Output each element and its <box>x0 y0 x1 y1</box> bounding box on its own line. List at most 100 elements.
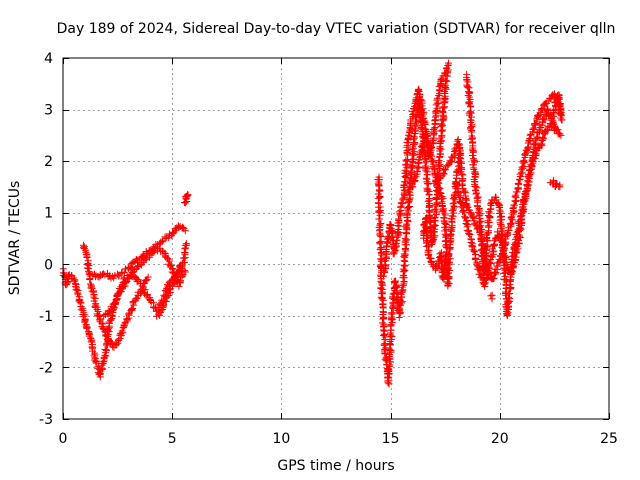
y-tick-label: -2 <box>39 360 53 376</box>
data-point <box>120 282 128 290</box>
data-point <box>446 157 454 165</box>
data-point <box>468 242 476 250</box>
data-point <box>495 200 503 208</box>
data-point <box>431 225 439 233</box>
data-point <box>174 222 182 230</box>
grid <box>63 58 609 419</box>
data-point <box>449 207 457 215</box>
data-point <box>120 268 128 276</box>
data-point <box>518 209 526 217</box>
data-point <box>99 358 107 366</box>
data-point <box>491 193 499 201</box>
data-point <box>409 111 417 119</box>
data-point <box>557 131 565 139</box>
data-point <box>430 179 438 187</box>
data-point <box>483 230 491 238</box>
data-point <box>402 236 410 244</box>
data-point <box>182 240 190 248</box>
x-tick-label: 10 <box>272 431 290 447</box>
data-point <box>441 166 449 174</box>
data-point <box>541 100 549 108</box>
data-point <box>382 357 390 365</box>
data-point <box>471 255 479 263</box>
data-point <box>175 283 183 291</box>
data-point <box>458 203 466 211</box>
data-point <box>181 227 189 235</box>
data-point <box>550 126 558 134</box>
data-point <box>441 69 449 77</box>
data-point <box>469 246 477 254</box>
data-point <box>465 98 473 106</box>
data-point <box>475 264 483 272</box>
data-point <box>441 255 449 263</box>
data-point <box>380 272 388 280</box>
data-point <box>529 158 537 166</box>
data-point <box>387 309 395 317</box>
data-point <box>445 259 453 267</box>
data-point <box>86 276 94 284</box>
data-point <box>125 310 133 318</box>
data-point <box>80 244 88 252</box>
data-point <box>474 193 482 201</box>
data-point <box>125 275 133 283</box>
data-point <box>422 174 430 182</box>
data-point <box>401 187 409 195</box>
data-point <box>493 266 501 274</box>
data-point <box>169 265 177 273</box>
data-point <box>472 189 480 197</box>
data-point <box>549 110 557 118</box>
data-point <box>73 289 81 297</box>
data-point <box>101 327 109 335</box>
data-point <box>386 329 394 337</box>
data-point <box>430 127 438 135</box>
data-point <box>464 92 472 100</box>
data-point <box>487 292 495 300</box>
data-point <box>435 157 443 165</box>
data-point <box>375 182 383 190</box>
data-point <box>517 213 525 221</box>
data-point <box>453 181 461 189</box>
data-point <box>392 284 400 292</box>
data-point <box>117 288 125 296</box>
data-point <box>382 344 390 352</box>
data-point <box>171 225 179 233</box>
data-point <box>436 189 444 197</box>
data-point <box>481 279 489 287</box>
data-point <box>376 239 384 247</box>
data-point <box>376 211 384 219</box>
data-point <box>387 322 395 330</box>
data-point <box>167 261 175 269</box>
data-point <box>378 280 386 288</box>
data-point <box>391 246 399 254</box>
y-axis-label: SDTVAR / TECUs <box>7 181 23 296</box>
data-point <box>471 247 479 255</box>
data-point <box>499 244 507 252</box>
data-point <box>83 324 91 332</box>
data-point <box>497 236 505 244</box>
data-point <box>109 343 117 351</box>
x-axis-label: GPS time / hours <box>277 458 394 474</box>
data-point <box>181 241 189 249</box>
y-tick-label: 0 <box>44 257 53 273</box>
data-point <box>455 194 463 202</box>
data-point <box>539 134 547 142</box>
data-point <box>467 128 475 136</box>
data-point <box>495 255 503 263</box>
data-point <box>422 167 430 175</box>
data-point <box>85 269 93 277</box>
data-point <box>507 283 515 291</box>
data-point <box>476 270 484 278</box>
data-point <box>403 236 411 244</box>
data-point <box>440 266 448 274</box>
data-point <box>531 155 539 163</box>
data-point <box>433 96 441 104</box>
data-point <box>432 265 440 273</box>
data-point <box>166 257 174 265</box>
data-point <box>438 122 446 130</box>
data-point <box>486 213 494 221</box>
data-point <box>526 166 534 174</box>
data-point <box>385 362 393 370</box>
data-point <box>392 282 400 290</box>
data-point <box>425 146 433 154</box>
